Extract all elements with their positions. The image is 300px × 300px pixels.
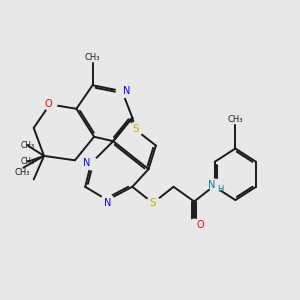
Text: N: N bbox=[83, 158, 90, 168]
Text: CH₃: CH₃ bbox=[228, 115, 243, 124]
Text: CH₃: CH₃ bbox=[85, 53, 100, 62]
Text: N: N bbox=[123, 86, 130, 96]
Text: O: O bbox=[45, 99, 52, 110]
Text: O: O bbox=[196, 220, 204, 230]
Text: N: N bbox=[103, 198, 111, 208]
Text: S: S bbox=[132, 124, 139, 134]
Text: CH₃: CH₃ bbox=[14, 169, 30, 178]
Text: CH₃: CH₃ bbox=[21, 157, 35, 166]
Text: S: S bbox=[150, 198, 156, 208]
Text: H: H bbox=[217, 185, 223, 194]
Text: CH₃: CH₃ bbox=[21, 141, 35, 150]
Text: N: N bbox=[208, 180, 215, 190]
